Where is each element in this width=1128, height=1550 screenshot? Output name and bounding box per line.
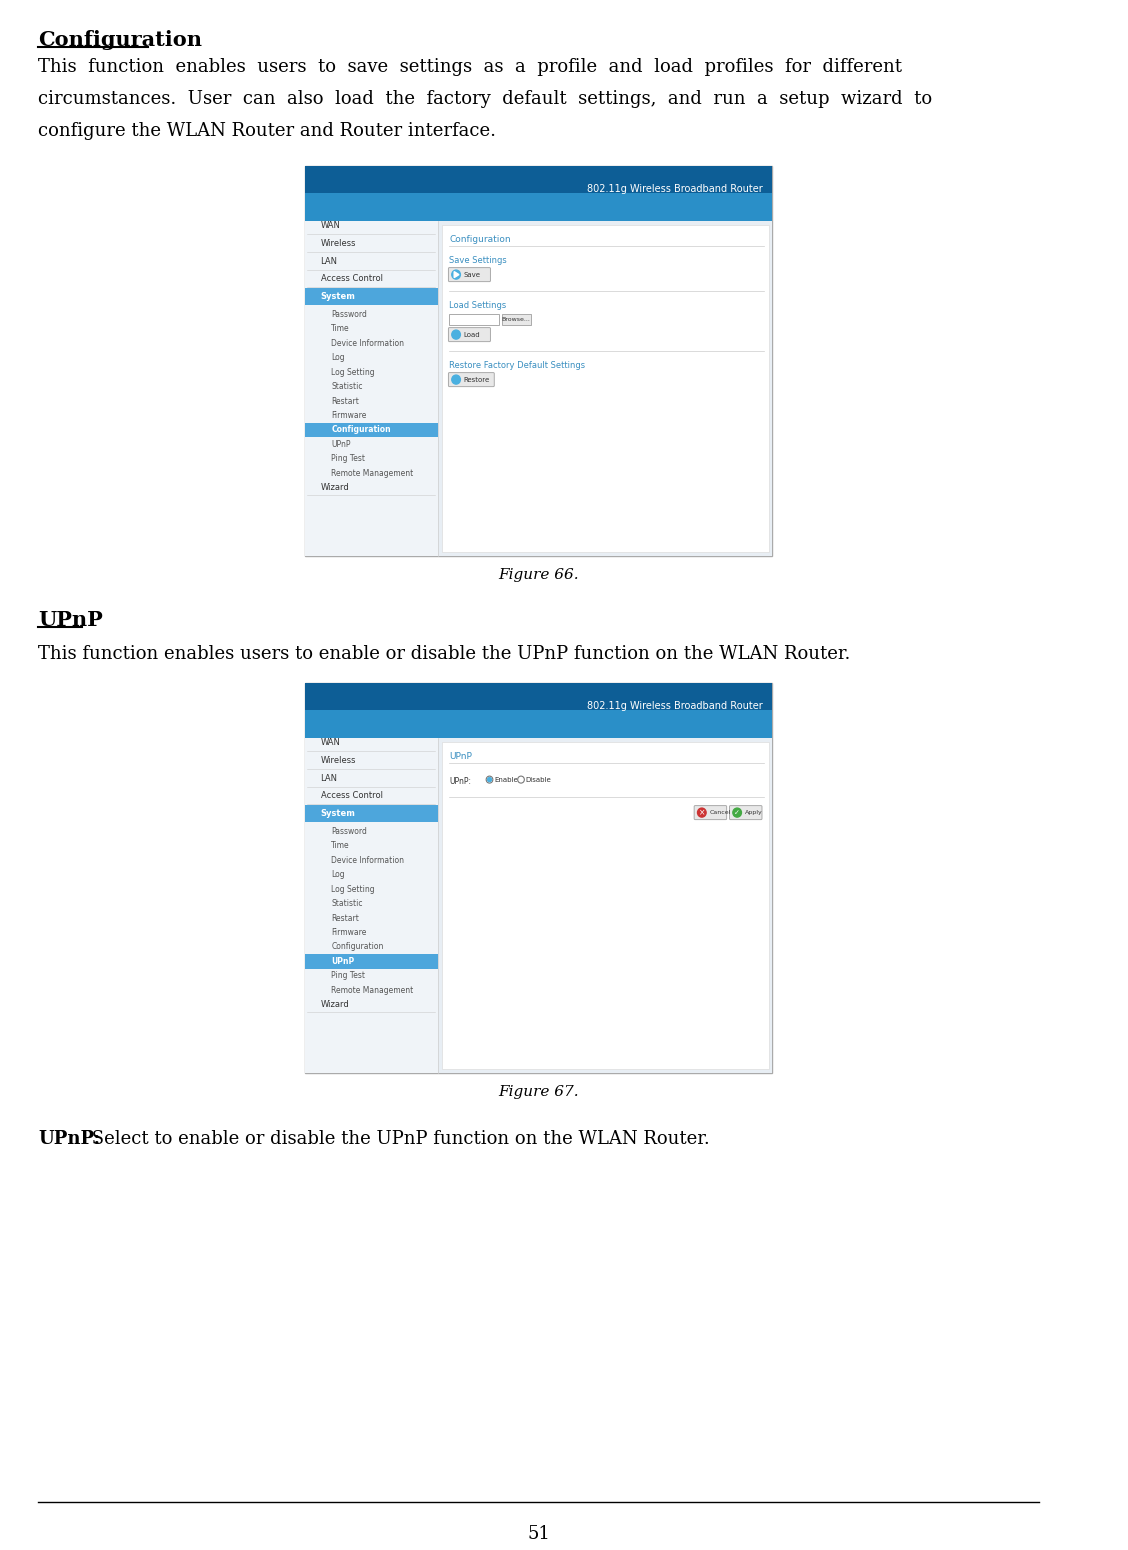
Text: configure the WLAN Router and Router interface.: configure the WLAN Router and Router int… xyxy=(38,122,496,140)
Text: Log: Log xyxy=(332,353,345,363)
FancyBboxPatch shape xyxy=(305,738,773,1073)
Text: Time: Time xyxy=(332,324,350,333)
Text: Load Settings: Load Settings xyxy=(449,301,506,310)
Text: Log Setting: Log Setting xyxy=(332,885,374,893)
Text: Password: Password xyxy=(332,310,367,319)
Text: 802.11g Wireless Broadband Router: 802.11g Wireless Broadband Router xyxy=(588,184,763,194)
Text: Remote Management: Remote Management xyxy=(332,470,414,477)
FancyBboxPatch shape xyxy=(305,220,438,556)
Text: Access Control: Access Control xyxy=(320,792,382,800)
Text: Restore: Restore xyxy=(464,377,490,383)
FancyBboxPatch shape xyxy=(305,288,438,305)
Text: Save Settings: Save Settings xyxy=(449,256,508,265)
Text: Enable: Enable xyxy=(494,777,518,783)
FancyBboxPatch shape xyxy=(442,741,768,1070)
FancyBboxPatch shape xyxy=(305,738,438,1073)
Polygon shape xyxy=(455,271,459,277)
Text: This  function  enables  users  to  save  settings  as  a  profile  and  load  p: This function enables users to save sett… xyxy=(38,57,902,76)
FancyBboxPatch shape xyxy=(449,372,494,386)
FancyBboxPatch shape xyxy=(305,684,773,1073)
FancyBboxPatch shape xyxy=(305,194,773,220)
Text: Figure 66.: Figure 66. xyxy=(499,567,579,581)
Text: Password: Password xyxy=(332,826,367,835)
Text: circumstances.  User  can  also  load  the  factory  default  settings,  and  ru: circumstances. User can also load the fa… xyxy=(38,90,933,109)
FancyBboxPatch shape xyxy=(305,166,773,556)
Circle shape xyxy=(518,777,525,783)
Text: Device Information: Device Information xyxy=(332,338,404,347)
Text: Log: Log xyxy=(332,870,345,879)
Text: Figure 67.: Figure 67. xyxy=(499,1085,579,1099)
Text: System: System xyxy=(320,291,355,301)
Text: WAN: WAN xyxy=(320,222,341,231)
Circle shape xyxy=(733,808,741,817)
Text: UPnP: UPnP xyxy=(449,752,473,761)
Text: Remote Management: Remote Management xyxy=(332,986,414,995)
FancyBboxPatch shape xyxy=(449,313,499,324)
Text: UPnP:: UPnP: xyxy=(449,777,472,786)
Text: System: System xyxy=(320,809,355,818)
FancyBboxPatch shape xyxy=(305,710,773,738)
Text: Wireless: Wireless xyxy=(320,239,356,248)
Text: Wizard: Wizard xyxy=(320,1000,350,1009)
Text: Log Setting: Log Setting xyxy=(332,367,374,377)
Text: Device Information: Device Information xyxy=(332,856,404,865)
Text: Ping Test: Ping Test xyxy=(332,454,365,463)
Text: 51: 51 xyxy=(527,1525,550,1542)
Circle shape xyxy=(487,778,492,781)
Circle shape xyxy=(486,777,493,783)
Circle shape xyxy=(452,270,460,279)
Text: Apply: Apply xyxy=(744,811,763,815)
Text: LAN: LAN xyxy=(320,257,337,265)
Text: Firmware: Firmware xyxy=(332,928,367,938)
FancyBboxPatch shape xyxy=(449,268,491,282)
Text: Configuration: Configuration xyxy=(332,425,391,434)
FancyBboxPatch shape xyxy=(305,423,438,437)
FancyBboxPatch shape xyxy=(502,313,530,324)
FancyBboxPatch shape xyxy=(305,955,438,969)
FancyBboxPatch shape xyxy=(305,684,773,738)
Text: Disable: Disable xyxy=(526,777,552,783)
Text: Statistic: Statistic xyxy=(332,381,363,391)
Text: This function enables users to enable or disable the UPnP function on the WLAN R: This function enables users to enable or… xyxy=(38,645,851,663)
FancyBboxPatch shape xyxy=(305,166,773,220)
Text: Configuration: Configuration xyxy=(332,942,384,952)
Text: Restart: Restart xyxy=(332,913,359,922)
Text: Save: Save xyxy=(464,271,481,277)
Text: Ping Test: Ping Test xyxy=(332,972,365,981)
FancyBboxPatch shape xyxy=(305,804,438,822)
Text: Select to enable or disable the UPnP function on the WLAN Router.: Select to enable or disable the UPnP fun… xyxy=(86,1130,710,1149)
Text: Wireless: Wireless xyxy=(320,756,356,766)
Text: Configuration: Configuration xyxy=(449,234,511,243)
Text: Statistic: Statistic xyxy=(332,899,363,908)
Text: UPnP: UPnP xyxy=(38,611,103,629)
Text: Time: Time xyxy=(332,842,350,849)
FancyBboxPatch shape xyxy=(449,327,491,341)
Text: Access Control: Access Control xyxy=(320,274,382,284)
Text: WAN: WAN xyxy=(320,738,341,747)
FancyBboxPatch shape xyxy=(694,806,726,820)
Text: ✓: ✓ xyxy=(734,809,740,815)
Circle shape xyxy=(697,808,706,817)
Text: Configuration: Configuration xyxy=(38,29,202,50)
Text: ×: × xyxy=(698,808,705,817)
Text: UPnP:: UPnP: xyxy=(38,1130,100,1149)
Text: UPnP: UPnP xyxy=(332,956,354,966)
FancyBboxPatch shape xyxy=(730,806,763,820)
Text: 802.11g Wireless Broadband Router: 802.11g Wireless Broadband Router xyxy=(588,701,763,711)
Text: Restart: Restart xyxy=(332,397,359,406)
Text: Firmware: Firmware xyxy=(332,411,367,420)
Text: Load: Load xyxy=(464,332,481,338)
Text: LAN: LAN xyxy=(320,773,337,783)
FancyBboxPatch shape xyxy=(305,220,773,556)
Text: Cancel: Cancel xyxy=(710,811,731,815)
Text: Restore Factory Default Settings: Restore Factory Default Settings xyxy=(449,361,585,369)
Text: UPnP: UPnP xyxy=(332,440,351,450)
Circle shape xyxy=(452,330,460,339)
Text: Browse...: Browse... xyxy=(502,316,530,321)
Text: Wizard: Wizard xyxy=(320,484,350,493)
FancyBboxPatch shape xyxy=(442,225,768,552)
Circle shape xyxy=(452,375,460,384)
